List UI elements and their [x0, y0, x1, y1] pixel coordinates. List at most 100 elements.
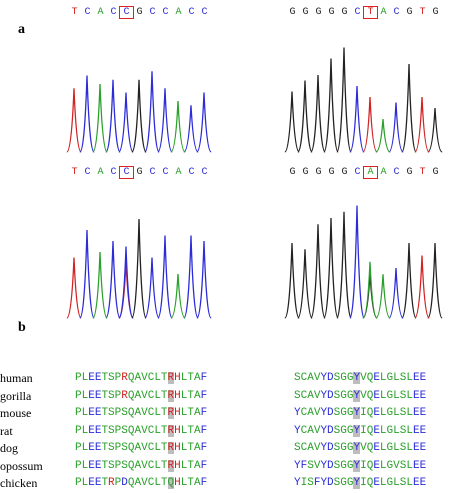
- base-letter: A: [380, 7, 387, 18]
- base-letter: G: [315, 167, 322, 178]
- species-name: chicken: [0, 476, 38, 490]
- alignment-row: SCAVYDSGGYVQELGLSLEE: [294, 440, 426, 458]
- residue-segment: PLEETRPDQAVCLT: [75, 477, 168, 489]
- highlighted-residue: R: [167, 407, 175, 419]
- species-names: human gorilla mouse rat dog opossum chicken: [0, 370, 43, 493]
- base-letter: C: [84, 7, 91, 18]
- base-letter: C: [119, 166, 134, 179]
- residue-segment: HLTAF: [174, 389, 208, 402]
- highlighted-residue: Q: [167, 477, 175, 489]
- base-letter: G: [432, 7, 439, 18]
- trace-g-top-right: [284, 47, 443, 153]
- base-letter: G: [136, 7, 143, 18]
- trace-a-bottom-left: [92, 251, 186, 319]
- base-letter: T: [71, 167, 78, 178]
- species-name: opossum: [0, 458, 43, 473]
- base-letter: C: [162, 7, 169, 18]
- base-letter: A: [97, 7, 104, 18]
- highlighted-residue: R: [167, 372, 175, 384]
- base-letter: C: [149, 167, 156, 178]
- alignment-right: SCAVYDSGGYVQELGLSLEE SCAVYDSGGYVQELGLSLEE…: [294, 370, 426, 493]
- highlighted-residue: Y: [353, 442, 361, 454]
- alignment-left: PLEETSPRQAVCLTRHLTAF PLEETSPRQAVCLTRHLTAF…: [75, 370, 207, 493]
- residue-segment: HLTAF: [174, 424, 208, 437]
- highlighted-residue: R: [167, 442, 175, 454]
- base-letter: C: [393, 167, 400, 178]
- base-letter: C: [188, 7, 195, 18]
- alignment-row: PLEETSPRQAVCLTRHLTAF: [75, 370, 207, 388]
- residue-segment: PLEETSPSQAVCLT: [75, 442, 168, 454]
- base-letter: T: [419, 7, 426, 18]
- trace-c-top-left: [79, 71, 212, 153]
- trace-g-bottom-left: [131, 218, 147, 319]
- residue-segment: YCAVYDSGG: [294, 407, 354, 419]
- residue-segment: VQELGLSLEE: [360, 442, 427, 454]
- highlighted-residue: R: [167, 389, 175, 402]
- alignment-row: PLEETSPSQAVCLTRHLTAF: [75, 423, 207, 441]
- base-letter: G: [341, 7, 348, 18]
- trace-a-bottom-right: [362, 261, 391, 319]
- trace-g-top-left: [131, 79, 147, 153]
- highlighted-residue: Y: [353, 372, 361, 384]
- base-letter: G: [406, 167, 413, 178]
- trace-c-top-right: [349, 85, 404, 153]
- base-letter: G: [341, 167, 348, 178]
- base-letter: G: [406, 7, 413, 18]
- highlighted-residue: Y: [353, 459, 361, 472]
- residue-segment: PLEETSPRQAVCLT: [75, 389, 168, 402]
- base-letter: T: [419, 167, 426, 178]
- residue-segment: SCAVYDSGG: [294, 442, 354, 454]
- trace-c-bottom-right: [349, 205, 404, 319]
- highlighted-residue: R: [167, 459, 175, 472]
- residue-segment: YFSVYDSGG: [294, 459, 354, 472]
- residue-segment: YISFYDSGG: [294, 477, 354, 489]
- alignment-row: YCAVYDSGGYIQELGLSLEE: [294, 405, 426, 423]
- base-letter: G: [328, 7, 335, 18]
- alignment-row: PLEETSPSQAVCLTRHLTAF: [75, 458, 207, 476]
- species-name: gorilla: [0, 388, 32, 403]
- base-letter: A: [380, 167, 387, 178]
- base-letter: G: [328, 167, 335, 178]
- base-letter: A: [175, 7, 182, 18]
- trace-a-top-right: [375, 118, 391, 153]
- base-letter: G: [289, 167, 296, 178]
- base-letter: A: [97, 167, 104, 178]
- residue-segment: HLTAF: [174, 459, 208, 472]
- residue-segment: PLEETSPSQAVCLT: [75, 407, 168, 419]
- alignment-row: PLEETSPRQAVCLTRHLTAF: [75, 388, 207, 406]
- residue-segment: IQELGLSLEE: [360, 407, 427, 419]
- residue-segment: VQELGLSLEE: [360, 372, 427, 384]
- residue-segment: IQELGLSLEE: [360, 424, 427, 437]
- alignment-row: PLEETRPDQAVCLTQHLTAF: [75, 475, 207, 493]
- residue-segment: VQELGLSLEE: [360, 389, 427, 402]
- residue-segment: HLTAF: [174, 407, 208, 419]
- alignment-row: PLEETSPSQAVCLTRHLTAF: [75, 405, 207, 423]
- panel-label-a: a: [18, 22, 25, 37]
- base-letter: G: [302, 7, 309, 18]
- alignment-row: YISFYDSGGYIQELGLSLEE: [294, 475, 426, 493]
- alignment-row: SCAVYDSGGYVQELGLSLEE: [294, 388, 426, 406]
- trace-c-bottom-left: [79, 229, 212, 319]
- base-letter: C: [354, 167, 361, 178]
- species-name: dog: [0, 441, 18, 455]
- base-letter: C: [110, 167, 117, 178]
- base-letter: C: [201, 167, 208, 178]
- base-letter: C: [84, 167, 91, 178]
- highlighted-residue: Y: [353, 407, 361, 419]
- base-letter: C: [110, 7, 117, 18]
- base-letter: G: [432, 167, 439, 178]
- residue-segment: IQELGVSLEE: [360, 459, 427, 472]
- base-letter: C: [201, 7, 208, 18]
- residue-segment: HLTAF: [174, 442, 208, 454]
- species-name: human: [0, 371, 33, 385]
- base-letter: C: [354, 7, 361, 18]
- base-letter: G: [136, 167, 143, 178]
- base-letter: T: [363, 6, 378, 19]
- base-letter: G: [302, 167, 309, 178]
- base-letter: G: [289, 7, 296, 18]
- alignment-row: YCAVYDSGGYIQELGLSLEE: [294, 423, 426, 441]
- trace-a-top-left: [92, 83, 186, 153]
- base-letter: C: [149, 7, 156, 18]
